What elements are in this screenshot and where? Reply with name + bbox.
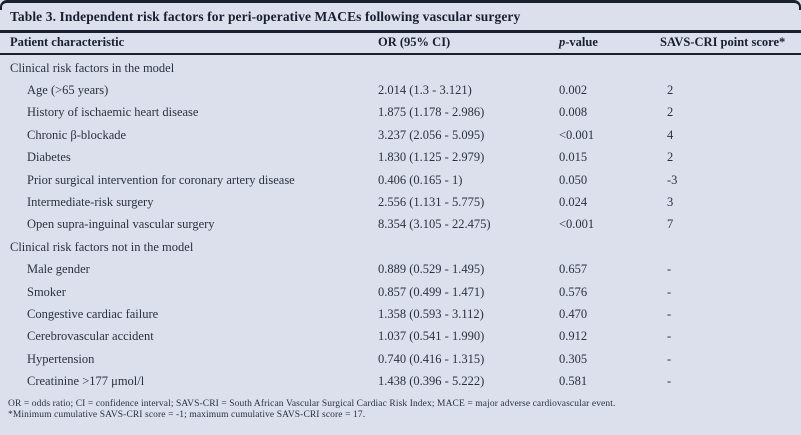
- table-footnotes: OR = odds ratio; CI = confidence interva…: [0, 393, 801, 422]
- table-row: Diabetes 1.830 (1.125 - 2.979) 0.015 2: [0, 147, 801, 169]
- table-row: Prior surgical intervention for coronary…: [0, 169, 801, 191]
- footnote-score-range: *Minimum cumulative SAVS-CRI score = -1;…: [8, 410, 366, 421]
- row-p-value: 0.581: [559, 374, 588, 389]
- row-or-ci: 1.875 (1.178 - 2.986): [378, 105, 485, 120]
- p-value-italic-p: p: [559, 35, 566, 49]
- row-score: -3: [667, 172, 678, 187]
- row-characteristic: Open supra-inguinal vascular surgery: [27, 217, 215, 232]
- row-score: 2: [667, 105, 674, 120]
- row-score: -: [667, 329, 672, 344]
- col-header-p-value: p-value: [555, 35, 655, 50]
- table-row: Age (>65 years) 2.014 (1.3 - 3.121) 0.002 2: [0, 79, 801, 101]
- row-p-value: 0.305: [559, 351, 588, 366]
- row-characteristic: Hypertension: [27, 351, 95, 366]
- row-or-ci: 1.037 (0.541 - 1.990): [378, 329, 485, 344]
- table-row: Intermediate-risk surgery 2.556 (1.131 - …: [0, 191, 801, 213]
- row-or-ci: 0.857 (0.499 - 1.471): [378, 284, 485, 299]
- row-or-ci: 2.556 (1.131 - 5.775): [378, 195, 485, 210]
- row-characteristic: Creatinine >177 μmol/l: [27, 374, 145, 389]
- section-label: Clinical risk factors not in the model: [10, 239, 194, 254]
- row-p-value: 0.657: [559, 262, 588, 277]
- row-or-ci: 8.354 (3.105 - 22.475): [378, 217, 491, 232]
- row-p-value: <0.001: [559, 217, 595, 232]
- col-header-or-95-ci: OR (95% CI): [378, 35, 451, 49]
- row-or-ci: 3.237 (2.056 - 5.095): [378, 127, 485, 142]
- row-characteristic: Smoker: [27, 284, 66, 299]
- row-characteristic: Congestive cardiac failure: [27, 306, 159, 321]
- row-p-value: 0.576: [559, 284, 588, 299]
- row-score: 2: [667, 83, 674, 98]
- row-or-ci: 2.014 (1.3 - 3.121): [378, 83, 472, 98]
- table-row: Male gender 0.889 (0.529 - 1.495) 0.657 -: [0, 259, 801, 281]
- row-characteristic: Intermediate-risk surgery: [27, 195, 154, 210]
- section-label: Clinical risk factors in the model: [10, 60, 175, 75]
- row-characteristic: Prior surgical intervention for coronary…: [27, 172, 295, 187]
- table-row: Chronic β-blockade 3.237 (2.056 - 5.095) <…: [0, 124, 801, 146]
- table-header-row: Patient characteristic OR (95% CI) p-val…: [0, 33, 801, 55]
- row-score: -: [667, 284, 672, 299]
- row-characteristic: Diabetes: [27, 150, 71, 165]
- row-characteristic: Age (>65 years): [27, 83, 109, 98]
- table-row: Hypertension 0.740 (0.416 - 1.315) 0.305 -: [0, 348, 801, 370]
- row-p-value: 0.008: [559, 105, 588, 120]
- row-or-ci: 1.438 (0.396 - 5.222): [378, 374, 485, 389]
- row-score: 7: [667, 217, 674, 232]
- row-score: -: [667, 351, 672, 366]
- row-score: 4: [667, 127, 674, 142]
- footnote-abbreviations: OR = odds ratio; CI = confidence interva…: [8, 398, 616, 409]
- row-characteristic: Cerebrovascular accident: [27, 329, 154, 344]
- row-p-value: 0.002: [559, 83, 588, 98]
- table-body: Clinical risk factors in the model Age (>…: [0, 55, 801, 393]
- p-value-rest: -value: [565, 35, 598, 49]
- row-characteristic: History of ischaemic heart disease: [27, 105, 199, 120]
- row-p-value: 0.015: [559, 150, 588, 165]
- table-row: Cerebrovascular accident 1.037 (0.541 - 1…: [0, 326, 801, 348]
- row-or-ci: 0.406 (0.165 - 1): [378, 172, 463, 187]
- row-score: -: [667, 374, 672, 389]
- table-row: Smoker 0.857 (0.499 - 1.471) 0.576 -: [0, 281, 801, 303]
- table-row: Congestive cardiac failure 1.358 (0.593 -…: [0, 303, 801, 325]
- row-characteristic: Chronic β-blockade: [27, 127, 127, 142]
- row-or-ci: 0.740 (0.416 - 1.315): [378, 351, 485, 366]
- row-p-value: 0.024: [559, 195, 588, 210]
- row-or-ci: 0.889 (0.529 - 1.495): [378, 262, 485, 277]
- table-row: History of ischaemic heart disease 1.875 …: [0, 102, 801, 124]
- row-score: 2: [667, 150, 674, 165]
- col-header-patient-characteristic: Patient characteristic: [10, 35, 125, 49]
- table-title: Table 3. Independent risk factors for pe…: [0, 0, 801, 33]
- table-row: Open supra-inguinal vascular surgery 8.35…: [0, 214, 801, 236]
- row-score: -: [667, 306, 672, 321]
- row-score: 3: [667, 195, 674, 210]
- row-p-value: 0.470: [559, 306, 588, 321]
- row-score: -: [667, 262, 672, 277]
- table-row: Creatinine >177 μmol/l 1.438 (0.396 - 5.2…: [0, 370, 801, 392]
- col-header-savs-cri-point-score: SAVS-CRI point score*: [660, 35, 786, 49]
- row-or-ci: 1.830 (1.125 - 2.979): [378, 150, 485, 165]
- row-characteristic: Male gender: [27, 262, 90, 277]
- row-p-value: 0.050: [559, 172, 588, 187]
- row-p-value: 0.912: [559, 329, 588, 344]
- row-or-ci: 1.358 (0.593 - 3.112): [378, 306, 484, 321]
- row-p-value: <0.001: [559, 127, 595, 142]
